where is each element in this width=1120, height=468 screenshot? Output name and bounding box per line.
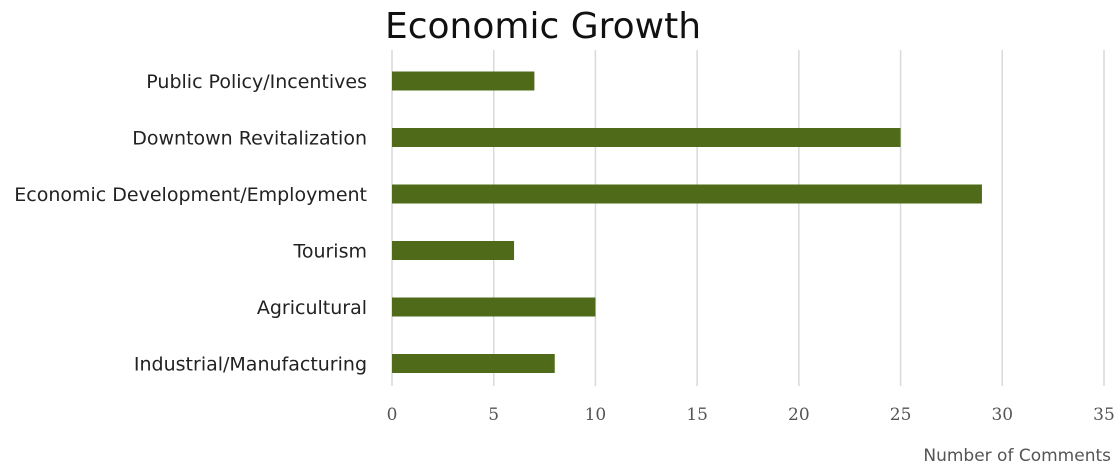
x-tick-label-15: 15 [686,405,708,425]
bar-6 [392,354,555,373]
x-axis-title: Number of Comments [923,446,1111,466]
bar-4 [392,241,515,260]
gridlines [391,50,1105,386]
category-label-3: Economic Development/Employment [14,184,367,206]
bar-2 [392,128,901,147]
category-label-5: Agricultural [257,297,367,319]
x-tick-label-0: 0 [387,405,398,425]
category-label-1: Public Policy/Incentives [146,71,367,93]
x-tick-label-20: 20 [788,405,810,425]
x-tick-label-25: 25 [890,405,912,425]
bar-3 [392,184,982,204]
x-tick-label-10: 10 [585,405,607,425]
x-tick-labels: 0 5 10 15 20 25 30 35 [387,405,1115,425]
bar-5 [392,297,596,317]
chart-title: Economic Growth [385,6,701,47]
category-label-2: Downtown Revitalization [132,128,367,150]
bars [392,71,982,373]
category-label-4: Tourism [292,241,367,263]
bar-1 [392,71,535,91]
category-label-6: Industrial/Manufacturing [134,354,367,376]
category-labels: Public Policy/Incentives Downtown Revital… [14,71,367,376]
x-tick-label-35: 35 [1093,405,1115,425]
x-tick-label-30: 30 [991,405,1013,425]
x-tick-label-5: 5 [488,405,499,425]
